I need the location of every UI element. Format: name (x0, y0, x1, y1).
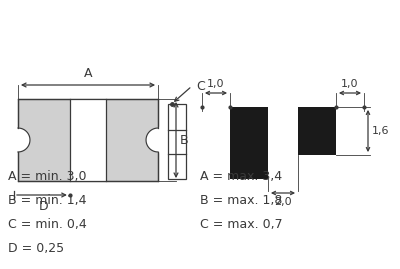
Text: 1,0: 1,0 (207, 79, 225, 89)
Text: 1,0: 1,0 (341, 79, 359, 89)
Text: 2,0: 2,0 (274, 197, 292, 207)
Text: A = max. 3,4: A = max. 3,4 (200, 170, 282, 183)
Text: A = min. 3,0: A = min. 3,0 (8, 170, 86, 183)
Text: B = max. 1,8: B = max. 1,8 (200, 194, 282, 207)
Text: A: A (84, 67, 92, 80)
Polygon shape (13, 126, 30, 154)
Text: D = 0,25: D = 0,25 (8, 242, 64, 255)
Polygon shape (146, 126, 163, 154)
Text: 1,6: 1,6 (372, 126, 390, 136)
Bar (168, 104, 186, 179)
Bar (18, 99, 158, 181)
Text: C: C (196, 80, 205, 93)
Text: C = min. 0,4: C = min. 0,4 (8, 218, 87, 231)
Text: B = min. 1,4: B = min. 1,4 (8, 194, 86, 207)
Bar (230, 107, 268, 179)
Text: D: D (39, 200, 49, 213)
Text: C = max. 0,7: C = max. 0,7 (200, 218, 283, 231)
Bar (298, 107, 336, 155)
Bar (70, 99, 106, 181)
Text: B: B (180, 133, 189, 147)
